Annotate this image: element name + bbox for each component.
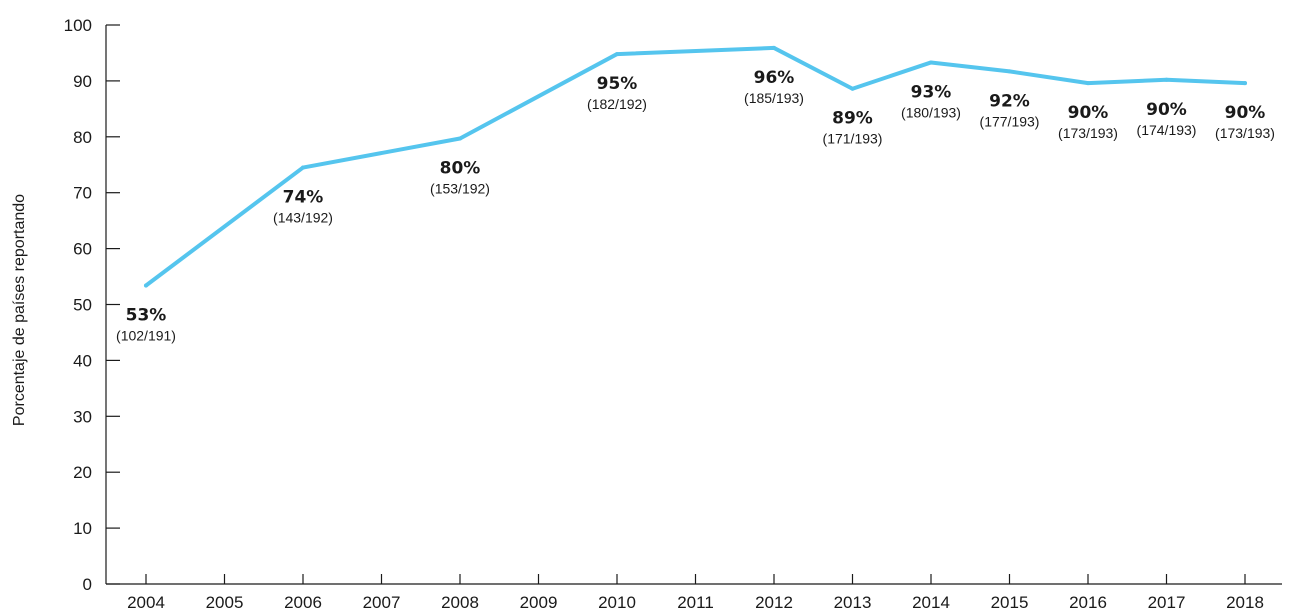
- data-labels-group: 53% (102/191) 74% (143/192) 80% (153/192) 95% (…: [116, 68, 1275, 344]
- data-label-percent: 53%: [126, 305, 167, 325]
- data-point: [458, 136, 462, 141]
- series-group: [144, 45, 1247, 288]
- data-point: [772, 45, 776, 50]
- data-label-count: (102/191): [116, 327, 176, 343]
- data-label-count: (173/193): [1215, 125, 1275, 141]
- data-point: [1243, 81, 1247, 86]
- data-label-percent: 90%: [1225, 103, 1266, 123]
- data-point: [1007, 69, 1012, 74]
- series-line: [144, 45, 1247, 288]
- data-point: [850, 86, 855, 91]
- data-label-percent: 96%: [754, 68, 795, 88]
- data-label-count: (180/193): [901, 104, 961, 120]
- x-tick-label: 2010: [598, 593, 636, 612]
- x-tick-label: 2004: [127, 593, 165, 612]
- data-label-count: (171/193): [823, 131, 883, 147]
- y-axis-label: Porcentaje de países reportando: [11, 194, 28, 426]
- x-tick-label: 2009: [520, 593, 558, 612]
- data-label-count: (182/192): [587, 96, 647, 112]
- data-label-percent: 95%: [597, 74, 638, 94]
- x-tick-label: 2012: [755, 593, 793, 612]
- data-label-percent: 90%: [1146, 100, 1187, 120]
- data-label-count: (173/193): [1058, 125, 1118, 141]
- x-tick-label: 2013: [834, 593, 872, 612]
- x-tick-label: 2018: [1226, 593, 1264, 612]
- y-tick-label: 60: [73, 240, 92, 259]
- y-tick-label: 10: [73, 519, 92, 538]
- x-tick-label: 2016: [1069, 593, 1107, 612]
- x-tick-label: 2017: [1148, 593, 1186, 612]
- data-point: [929, 60, 933, 65]
- y-tick-label: 80: [73, 128, 92, 147]
- data-label-percent: 90%: [1068, 103, 1109, 123]
- data-label-percent: 74%: [283, 188, 324, 208]
- data-label-count: (185/193): [744, 90, 804, 106]
- data-point: [1164, 77, 1169, 82]
- data-point: [144, 283, 148, 288]
- data-label-percent: 89%: [832, 109, 873, 129]
- data-label-count: (153/192): [430, 180, 490, 196]
- y-tick-label: 30: [73, 407, 92, 426]
- y-tick-label: 100: [64, 16, 92, 35]
- x-tick-label: 2006: [284, 593, 322, 612]
- data-label-count: (143/192): [273, 210, 333, 226]
- x-tick-label: 2008: [441, 593, 479, 612]
- y-tick-label: 50: [73, 296, 92, 315]
- y-axis: 0 10 20 30 40 50 60 70 80 90 100: [64, 16, 120, 594]
- data-label-percent: 93%: [911, 82, 952, 102]
- data-point: [301, 165, 305, 170]
- y-tick-label: 20: [73, 463, 92, 482]
- data-label-percent: 92%: [989, 91, 1030, 111]
- data-point: [615, 52, 619, 57]
- x-tick-label: 2005: [206, 593, 244, 612]
- y-tick-label: 90: [73, 72, 92, 91]
- data-point: [1086, 81, 1090, 86]
- x-tick-label: 2014: [912, 593, 950, 612]
- x-axis: 2004 2005 2006 2007 2008 2009 2010 2011 2012 2013…: [106, 574, 1282, 612]
- x-tick-label: 2011: [677, 593, 714, 612]
- x-tick-label: 2015: [991, 593, 1029, 612]
- data-label-count: (174/193): [1137, 122, 1197, 138]
- data-label-percent: 80%: [440, 158, 481, 178]
- x-tick-label: 2007: [363, 593, 401, 612]
- data-label-count: (177/193): [980, 113, 1040, 129]
- y-tick-label: 0: [83, 575, 92, 594]
- y-tick-label: 70: [73, 184, 92, 203]
- y-tick-label: 40: [73, 351, 92, 370]
